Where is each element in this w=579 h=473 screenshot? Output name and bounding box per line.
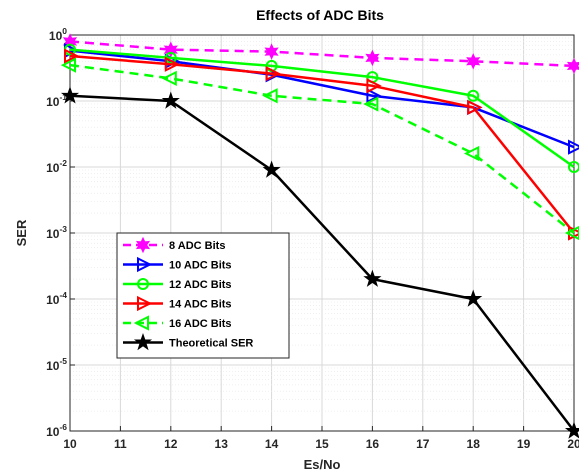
triangle-right-marker xyxy=(467,99,483,116)
y-tick-label: 10-1 xyxy=(46,92,67,109)
hexagram-marker xyxy=(566,57,579,75)
x-tick-label: 14 xyxy=(265,437,279,451)
grid-lines xyxy=(69,34,575,432)
series-3 xyxy=(64,43,579,173)
pentagram-marker xyxy=(262,160,281,178)
circle-marker xyxy=(467,89,480,102)
circle-marker xyxy=(137,278,149,290)
y-tick-label: 10-2 xyxy=(46,158,67,175)
x-tick-label: 15 xyxy=(315,437,329,451)
series-5 xyxy=(60,57,579,241)
y-tick-label: 100 xyxy=(49,26,67,43)
x-tick-label: 18 xyxy=(467,437,481,451)
triangle-right-marker xyxy=(137,295,153,312)
x-tick-label: 20 xyxy=(567,437,579,451)
legend-label: 8 ADC Bits xyxy=(169,240,225,252)
x-tick-label: 10 xyxy=(63,437,77,451)
y-tick-label: 10-3 xyxy=(46,224,67,241)
triangle-right-marker xyxy=(568,139,579,155)
legend-label: 10 ADC Bits xyxy=(169,260,232,272)
triangle-right-marker xyxy=(164,56,181,72)
legend-label: 12 ADC Bits xyxy=(169,279,232,291)
x-axis-label: Es/No xyxy=(304,457,341,472)
triangle-left-marker xyxy=(564,225,579,241)
legend-entry: 16 ADC Bits xyxy=(123,315,232,331)
triangle-right-marker xyxy=(64,48,80,64)
circle-marker xyxy=(568,161,579,173)
series-1 xyxy=(62,33,579,75)
y-tick-label: 10-5 xyxy=(46,356,67,373)
y-tick-label: 10-6 xyxy=(46,422,67,439)
hexagram-marker xyxy=(135,236,151,254)
series-line xyxy=(69,48,575,169)
legend-label: 14 ADC Bits xyxy=(169,299,232,311)
triangle-left-marker xyxy=(60,57,76,73)
legend-entry: Theoretical SER xyxy=(123,332,253,351)
legend-entry: 10 ADC Bits xyxy=(123,256,232,273)
triangle-left-marker xyxy=(363,96,379,112)
series-line xyxy=(69,63,575,234)
legend: 8 ADC Bits 10 ADC Bits 12 ADC Bits 14 ADC B… xyxy=(116,232,290,359)
legend-entry: 8 ADC Bits xyxy=(123,236,225,254)
triangle-left-marker xyxy=(463,145,480,162)
series-line xyxy=(69,49,575,149)
x-tick-label: 16 xyxy=(366,437,380,451)
hexagram-marker xyxy=(264,43,279,60)
hexagram-marker xyxy=(62,33,78,50)
legend-entry: 12 ADC Bits xyxy=(123,278,232,291)
x-tick-label: 11 xyxy=(114,437,127,451)
triangle-right-marker xyxy=(265,65,281,82)
y-axis-label: SER xyxy=(14,219,29,246)
hexagram-marker xyxy=(466,53,481,70)
triangle-right-marker xyxy=(366,88,382,104)
legend-box xyxy=(116,232,290,359)
x-tick-label: 12 xyxy=(164,437,178,451)
hexagram-marker xyxy=(365,49,380,67)
series-group xyxy=(60,33,579,439)
legend-label: 16 ADC Bits xyxy=(169,318,232,330)
series-line xyxy=(69,40,575,68)
pentagram-marker xyxy=(464,289,483,307)
triangle-left-marker xyxy=(161,70,177,87)
legend-entry: 14 ADC Bits xyxy=(123,295,232,312)
triangle-left-marker xyxy=(262,88,278,104)
y-axis-ticks: 100 10-1 10-2 10-3 10-4 10-5 10-6 xyxy=(46,26,75,439)
triangle-left-marker xyxy=(133,315,149,331)
y-tick-label: 10-4 xyxy=(46,290,67,307)
triangle-right-marker xyxy=(137,256,153,273)
series-6 xyxy=(60,86,579,439)
triangle-right-marker xyxy=(366,78,382,94)
pentagram-marker xyxy=(161,91,180,109)
x-tick-label: 13 xyxy=(215,437,229,451)
legend-label: Theoretical SER xyxy=(169,338,253,350)
pentagram-marker xyxy=(60,86,80,104)
pentagram-marker xyxy=(564,421,579,439)
series-line xyxy=(69,94,575,432)
pentagram-marker xyxy=(133,332,153,351)
chart-title: Effects of ADC Bits xyxy=(256,7,384,23)
x-axis-ticks: 10 11 12 13 14 15 16 17 18 19 20 xyxy=(63,426,579,451)
pentagram-marker xyxy=(363,269,382,287)
x-tick-label: 17 xyxy=(416,437,430,451)
series-line xyxy=(69,54,575,234)
x-tick-label: 19 xyxy=(517,437,531,451)
